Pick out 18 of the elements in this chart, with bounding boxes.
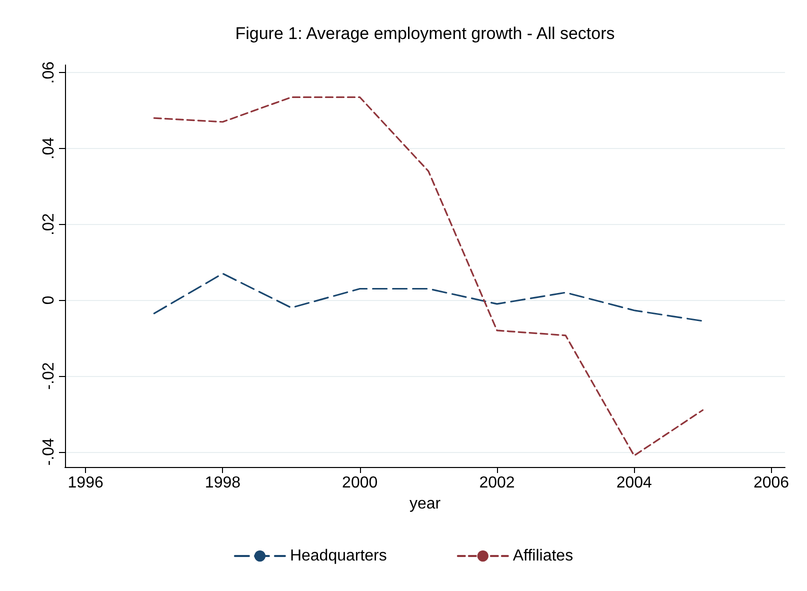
y-tick-label: 0 [40, 296, 58, 305]
legend-label: Affiliates [512, 548, 574, 564]
x-tick-label: 1996 [68, 474, 104, 492]
y-tick-label: .04 [40, 137, 58, 160]
y-tick-label: -.04 [40, 438, 58, 466]
x-tick-label: 2006 [753, 474, 790, 492]
y-tick-label: -.02 [40, 362, 58, 390]
x-axis-title: year [409, 495, 442, 512]
line-series [153, 272, 704, 322]
y-tick-label: .02 [40, 213, 58, 236]
line-series [153, 96, 704, 456]
chart-title: Figure 1: Average employment growth - All sectors [235, 24, 615, 43]
legend-label: Headquarters [290, 548, 387, 564]
x-tick-label: 2002 [479, 474, 515, 492]
x-tick-label: 2004 [616, 474, 652, 492]
x-tick-label: 1998 [204, 474, 241, 492]
x-tick-label: 2000 [342, 474, 378, 492]
y-tick-label: .06 [40, 61, 58, 84]
